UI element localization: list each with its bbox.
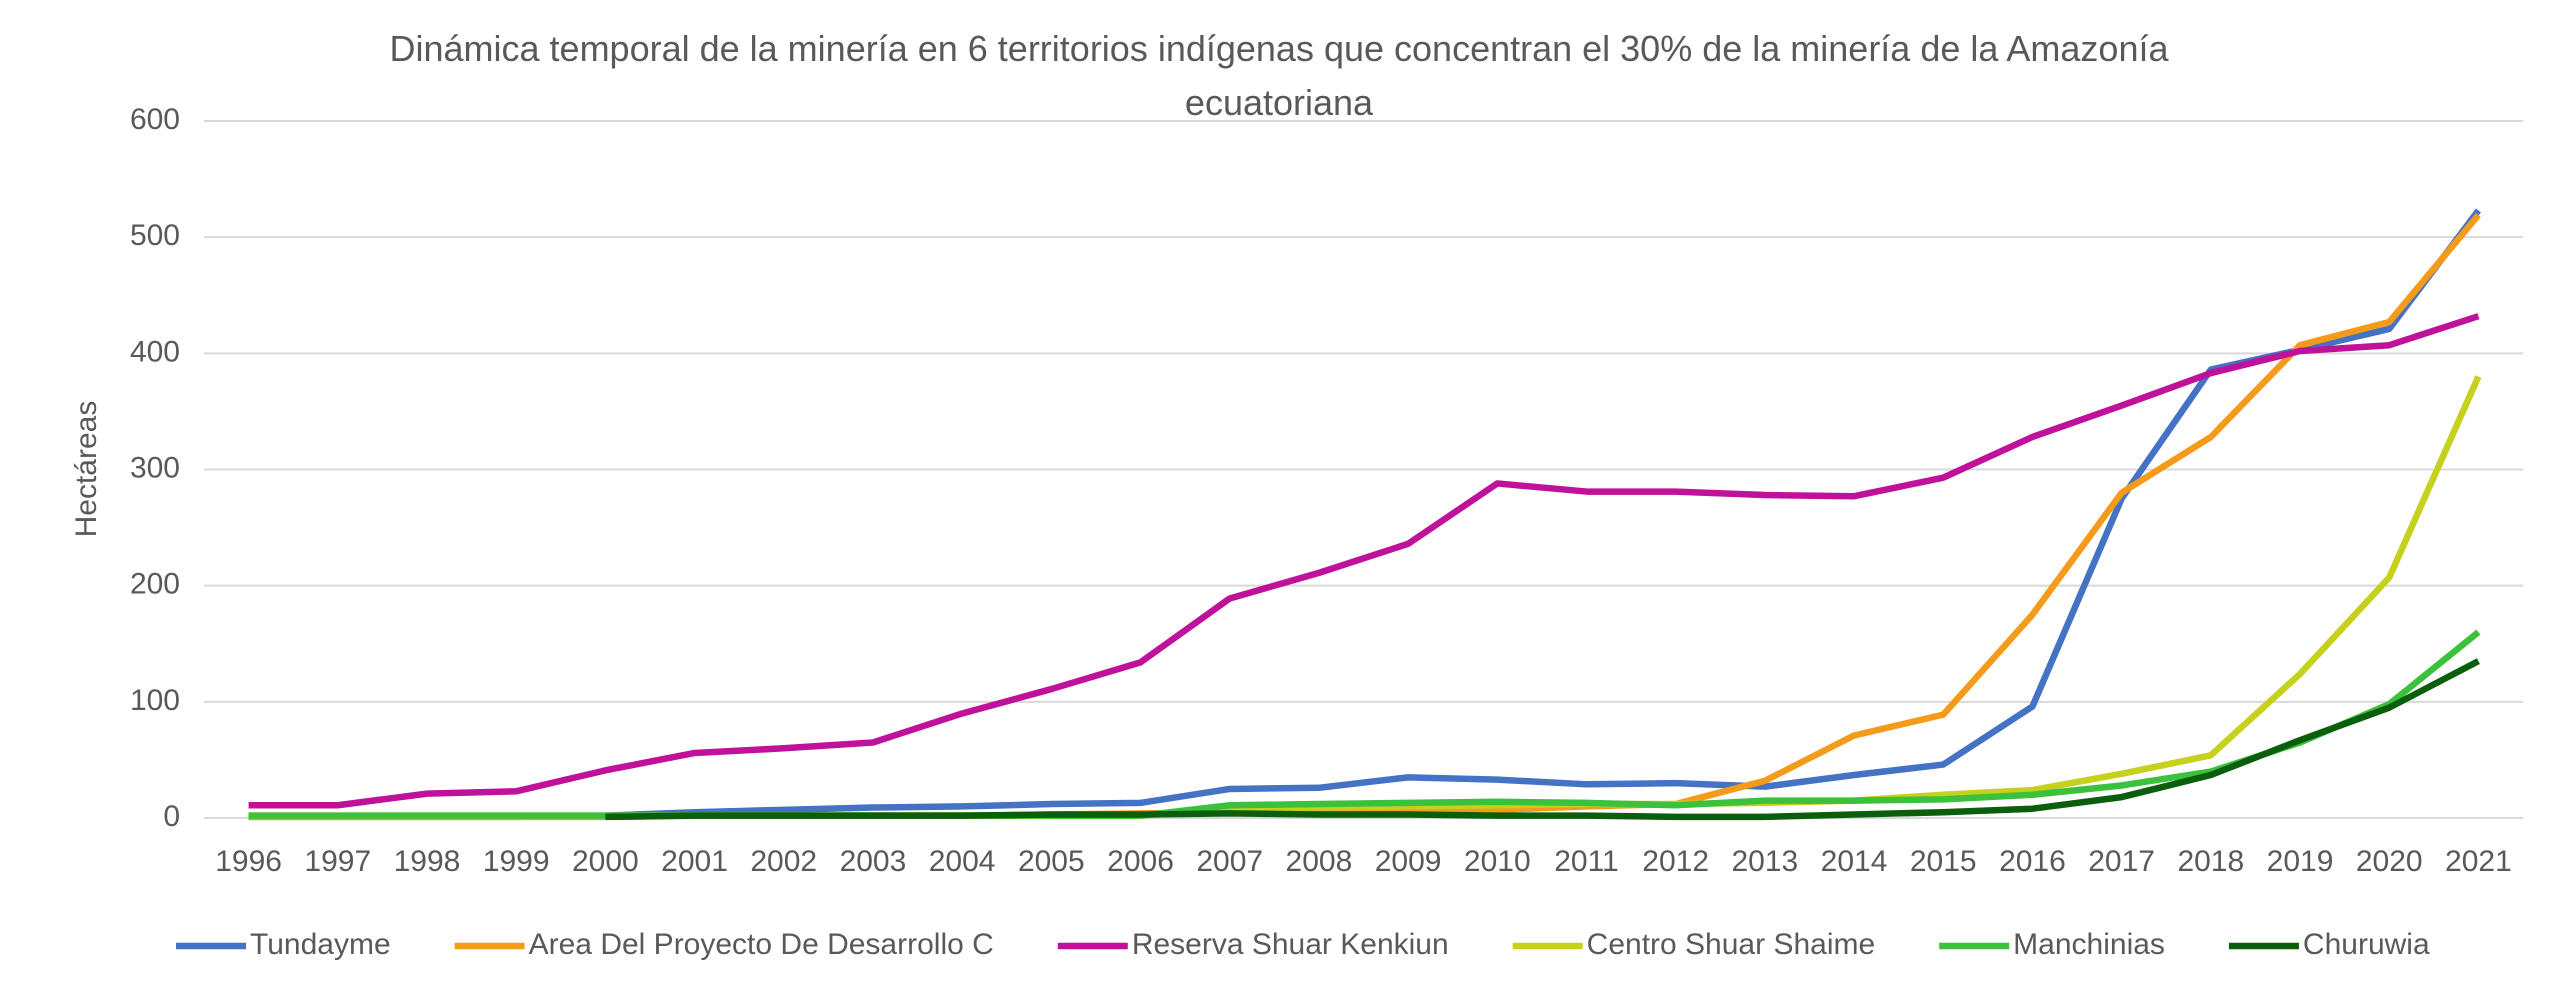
legend-label: Tundayme (250, 928, 391, 961)
y-tick-label: 400 (130, 335, 180, 368)
x-tick-label: 2020 (2356, 845, 2423, 878)
y-tick-label: 600 (130, 103, 180, 136)
y-tick-label: 300 (130, 451, 180, 484)
y-tick-label: 100 (130, 684, 180, 717)
x-tick-label: 2007 (1196, 845, 1263, 878)
x-tick-label: 2005 (1018, 845, 1085, 878)
series-line (248, 629, 2481, 819)
x-tick-label: 2000 (572, 845, 639, 878)
x-tick-label: 1999 (483, 845, 550, 878)
legend-label: Centro Shuar Shaime (1587, 928, 1876, 961)
x-tick-label: 2013 (1731, 845, 1798, 878)
x-tick-label: 2008 (1286, 845, 1353, 878)
x-tick-label: 2009 (1375, 845, 1442, 878)
x-tick-label: 1998 (394, 845, 461, 878)
y-tick-label: 0 (163, 800, 180, 833)
x-tick-label: 1996 (215, 845, 282, 878)
x-tick-label: 2017 (2088, 845, 2155, 878)
y-tick-label: 200 (130, 568, 180, 601)
y-tick-label: 500 (130, 219, 180, 252)
y-axis-label: Hectáreas (70, 401, 103, 538)
legend-label: Reserva Shuar Kenkiun (1132, 928, 1449, 961)
x-tick-label: 2003 (840, 845, 907, 878)
series-line (605, 658, 2480, 821)
x-tick-label: 1997 (304, 845, 371, 878)
series-line (248, 208, 2481, 821)
x-tick-label: 2015 (1910, 845, 1977, 878)
series-line (248, 313, 2480, 809)
x-tick-label: 2019 (2267, 845, 2334, 878)
x-tick-label: 2010 (1464, 845, 1531, 878)
legend-label: Area Del Proyecto De Desarrollo C (529, 928, 994, 961)
legend-label: Churuwia (2303, 928, 2430, 961)
series-line (248, 375, 2482, 819)
x-tick-label: 2011 (1554, 845, 1619, 878)
x-tick-label: 2001 (661, 845, 728, 878)
x-tick-label: 2021 (2445, 845, 2512, 878)
legend-label: Manchinias (2013, 928, 2165, 961)
series-line (248, 213, 2481, 821)
x-tick-label: 2014 (1821, 845, 1888, 878)
x-tick-label: 2018 (2177, 845, 2244, 878)
x-tick-label: 2012 (1642, 845, 1709, 878)
x-tick-label: 2016 (1999, 845, 2066, 878)
x-tick-label: 2002 (750, 845, 817, 878)
x-tick-label: 2006 (1107, 845, 1174, 878)
chart-title: Dinámica temporal de la minería en 6 ter… (389, 28, 2169, 123)
x-tick-label: 2004 (929, 845, 996, 878)
